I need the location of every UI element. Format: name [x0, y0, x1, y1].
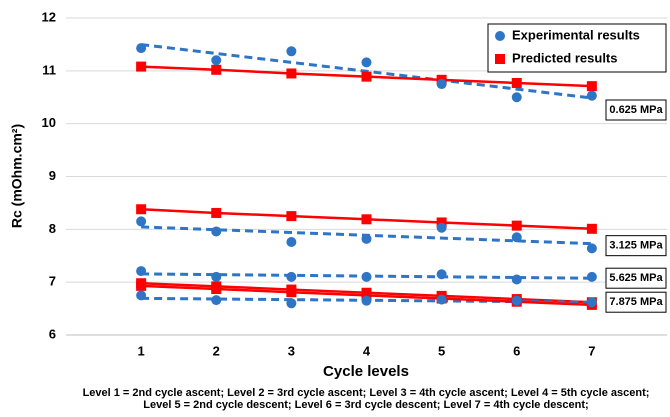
label-box [605, 235, 667, 257]
experimental-point [136, 216, 147, 227]
legend-box [487, 23, 667, 73]
y-axis-label: Rc (mOhm.cm²) [9, 124, 25, 228]
y-tick-label: 10 [42, 115, 56, 130]
predicted-point [136, 204, 147, 215]
legend-marker [495, 54, 505, 64]
legend-label: Predicted results [512, 50, 618, 65]
predicted-point [286, 68, 297, 79]
x-tick-label: 7 [588, 343, 595, 358]
experimental-point [586, 297, 597, 308]
predicted-point [211, 64, 222, 75]
predicted-point [511, 77, 522, 88]
y-tick-label: 6 [49, 326, 56, 341]
experimental-point [586, 243, 597, 254]
group-label: 5.625 MPa [609, 272, 663, 284]
x-tick-label: 3 [288, 343, 295, 358]
legend-marker [495, 31, 505, 41]
experimental-point [286, 271, 297, 282]
experimental-point [136, 266, 147, 277]
experimental-point [361, 57, 372, 68]
predicted-point [211, 284, 222, 295]
experimental-point [511, 232, 522, 243]
label-box [605, 99, 667, 121]
experimental-point [211, 226, 222, 237]
experimental-point [511, 295, 522, 306]
group-label: 0.625 MPa [609, 104, 663, 116]
predicted-point [136, 61, 147, 72]
experimental-point [136, 43, 147, 54]
experimental-point [511, 274, 522, 285]
experimental-point [286, 298, 297, 309]
predicted-point [586, 81, 597, 92]
experimental-point [511, 92, 522, 103]
experimental-point [136, 290, 147, 301]
group-label: 3.125 MPa [609, 240, 663, 252]
y-tick-label: 7 [49, 274, 56, 289]
note: Level 5 = 2nd cycle descent; Level 6 = 3… [143, 399, 588, 411]
x-tick-label: 5 [438, 343, 445, 358]
predicted-point [436, 217, 447, 228]
experimental-point [361, 295, 372, 306]
experimental-point [586, 271, 597, 282]
experimental-point [211, 55, 222, 66]
label-box [605, 291, 667, 313]
experimental-point [586, 90, 597, 101]
legend-label: Experimental results [512, 27, 640, 42]
experimental-point [436, 294, 447, 305]
y-tick-label: 8 [49, 221, 56, 236]
predicted-point [361, 214, 372, 225]
experimental-point [436, 79, 447, 90]
experimental-point [286, 237, 297, 248]
y-tick-label: 9 [49, 168, 56, 183]
x-axis-label: Cycle levels [323, 363, 409, 380]
y-tick-label: 11 [42, 62, 56, 77]
experimental-point [286, 46, 297, 57]
predicted-point [286, 287, 297, 298]
x-tick-label: 6 [513, 343, 520, 358]
x-tick-label: 4 [363, 343, 371, 358]
predicted-point [361, 71, 372, 82]
y-tick-label: 12 [42, 9, 56, 24]
predicted-point [211, 207, 222, 218]
experimental-point [436, 222, 447, 233]
label-box [605, 267, 667, 289]
experimental-point [361, 233, 372, 244]
predicted-point [361, 290, 372, 301]
trend-line [140, 43, 593, 100]
x-tick-label: 1 [138, 343, 145, 358]
x-tick-label: 2 [213, 343, 220, 358]
experimental-point [211, 271, 222, 282]
experimental-point [211, 295, 222, 306]
experimental-point [361, 271, 372, 282]
note: Level 1 = 2nd cycle ascent; Level 2 = 3r… [83, 387, 650, 399]
group-label: 7.875 MPa [609, 296, 663, 308]
experimental-point [436, 269, 447, 280]
predicted-point [136, 280, 147, 291]
predicted-point [586, 223, 597, 234]
predicted-point [511, 220, 522, 231]
predicted-point [286, 211, 297, 222]
